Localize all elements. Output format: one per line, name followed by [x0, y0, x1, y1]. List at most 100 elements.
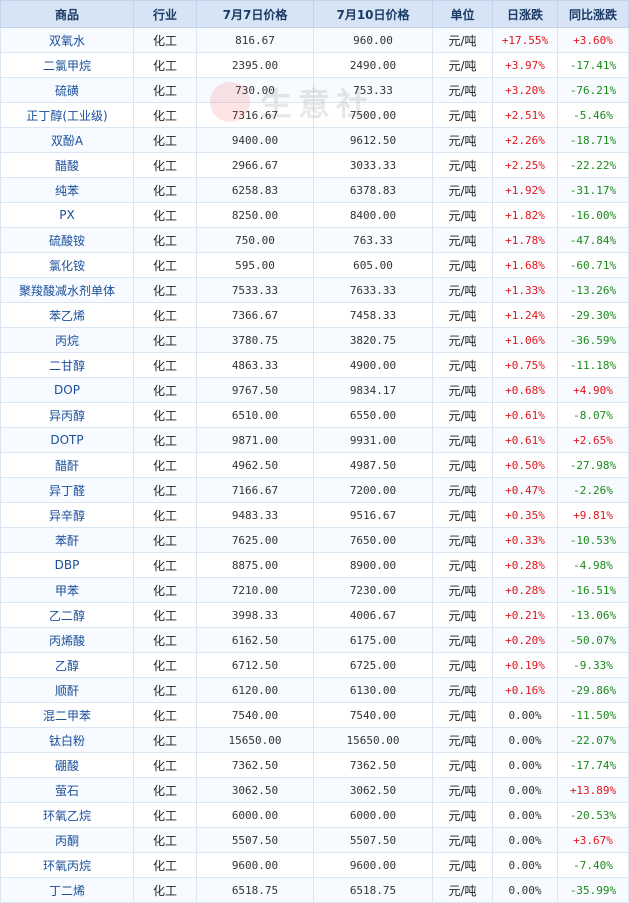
yoy-change-cell: -50.07% — [557, 627, 629, 653]
yoy-change-cell: -17.74% — [557, 752, 629, 778]
unit-cell: 元/吨 — [432, 27, 493, 53]
product-name-cell[interactable]: 乙醇 — [0, 652, 134, 678]
price-jul10-cell: 9600.00 — [313, 852, 433, 878]
price-jul7-cell: 6258.83 — [196, 177, 314, 203]
daily-change-cell: +17.55% — [492, 27, 558, 53]
daily-change-cell: 0.00% — [492, 827, 558, 853]
price-jul7-cell: 8875.00 — [196, 552, 314, 578]
table-row: 聚羧酸减水剂单体 化工 7533.33 7633.33 元/吨 +1.33% -13.26% — [0, 277, 629, 303]
yoy-change-cell: -2.26% — [557, 477, 629, 503]
product-name-cell[interactable]: 异辛醇 — [0, 502, 134, 528]
yoy-change-cell: +2.65% — [557, 427, 629, 453]
table-header: 商品 行业 7月7日价格 7月10日价格 单位 日涨跌 同比涨跌 — [0, 0, 629, 28]
product-name-cell[interactable]: 异丁醛 — [0, 477, 134, 503]
product-name-cell[interactable]: 环氧丙烷 — [0, 852, 134, 878]
product-name-cell[interactable]: 氯化铵 — [0, 252, 134, 278]
price-jul7-cell: 3062.50 — [196, 777, 314, 803]
product-name-cell[interactable]: 顺酐 — [0, 677, 134, 703]
unit-cell: 元/吨 — [432, 752, 493, 778]
yoy-change-cell: -13.26% — [557, 277, 629, 303]
unit-cell: 元/吨 — [432, 502, 493, 528]
price-jul10-cell: 15650.00 — [313, 727, 433, 753]
product-name-cell[interactable]: 苯乙烯 — [0, 302, 134, 328]
product-name-cell[interactable]: 聚羧酸减水剂单体 — [0, 277, 134, 303]
industry-cell: 化工 — [133, 127, 197, 153]
price-jul7-cell: 7625.00 — [196, 527, 314, 553]
product-name-cell[interactable]: 丙烯酸 — [0, 627, 134, 653]
yoy-change-cell: -16.00% — [557, 202, 629, 228]
header-yoy-change[interactable]: 同比涨跌 — [557, 0, 629, 28]
header-price-jul10[interactable]: 7月10日价格 — [313, 0, 433, 28]
yoy-change-cell: -9.33% — [557, 652, 629, 678]
unit-cell: 元/吨 — [432, 277, 493, 303]
unit-cell: 元/吨 — [432, 252, 493, 278]
product-name-cell[interactable]: DBP — [0, 552, 134, 578]
yoy-change-cell: -4.98% — [557, 552, 629, 578]
industry-cell: 化工 — [133, 202, 197, 228]
industry-cell: 化工 — [133, 577, 197, 603]
header-daily-change[interactable]: 日涨跌 — [492, 0, 558, 28]
price-jul10-cell: 4987.50 — [313, 452, 433, 478]
header-industry[interactable]: 行业 — [133, 0, 197, 28]
yoy-change-cell: -22.22% — [557, 152, 629, 178]
product-name-cell[interactable]: 醋酐 — [0, 452, 134, 478]
product-name-cell[interactable]: 萤石 — [0, 777, 134, 803]
product-name-cell[interactable]: 乙二醇 — [0, 602, 134, 628]
table-row: 乙二醇 化工 3998.33 4006.67 元/吨 +0.21% -13.06% — [0, 602, 629, 628]
table-row: 丙酮 化工 5507.50 5507.50 元/吨 0.00% +3.67% — [0, 827, 629, 853]
price-jul10-cell: 7540.00 — [313, 702, 433, 728]
product-name-cell[interactable]: 丙烷 — [0, 327, 134, 353]
yoy-change-cell: -17.41% — [557, 52, 629, 78]
industry-cell: 化工 — [133, 502, 197, 528]
price-jul10-cell: 2490.00 — [313, 52, 433, 78]
industry-cell: 化工 — [133, 427, 197, 453]
product-name-cell[interactable]: 异丙醇 — [0, 402, 134, 428]
unit-cell: 元/吨 — [432, 677, 493, 703]
product-name-cell[interactable]: 硫磺 — [0, 77, 134, 103]
industry-cell: 化工 — [133, 302, 197, 328]
product-name-cell[interactable]: PX — [0, 202, 134, 228]
product-name-cell[interactable]: DOTP — [0, 427, 134, 453]
price-jul10-cell: 8900.00 — [313, 552, 433, 578]
product-name-cell[interactable]: 丙酮 — [0, 827, 134, 853]
price-jul10-cell: 9931.00 — [313, 427, 433, 453]
product-name-cell[interactable]: DOP — [0, 377, 134, 403]
table-body: 双氧水 化工 816.67 960.00 元/吨 +17.55% +3.60% 二氯甲烷 化工 2… — [0, 27, 629, 903]
product-name-cell[interactable]: 纯苯 — [0, 177, 134, 203]
product-name-cell[interactable]: 正丁醇(工业级) — [0, 102, 134, 128]
industry-cell: 化工 — [133, 327, 197, 353]
price-jul10-cell: 6130.00 — [313, 677, 433, 703]
product-name-cell[interactable]: 苯酐 — [0, 527, 134, 553]
product-name-cell[interactable]: 丁二烯 — [0, 877, 134, 903]
daily-change-cell: 0.00% — [492, 727, 558, 753]
product-name-cell[interactable]: 环氧乙烷 — [0, 802, 134, 828]
yoy-change-cell: -35.99% — [557, 877, 629, 903]
industry-cell: 化工 — [133, 27, 197, 53]
yoy-change-cell: -5.46% — [557, 102, 629, 128]
product-name-cell[interactable]: 二氯甲烷 — [0, 52, 134, 78]
daily-change-cell: +3.97% — [492, 52, 558, 78]
price-jul10-cell: 7230.00 — [313, 577, 433, 603]
product-name-cell[interactable]: 二甘醇 — [0, 352, 134, 378]
product-name-cell[interactable]: 混二甲苯 — [0, 702, 134, 728]
unit-cell: 元/吨 — [432, 477, 493, 503]
product-name-cell[interactable]: 双酚A — [0, 127, 134, 153]
daily-change-cell: 0.00% — [492, 877, 558, 903]
industry-cell: 化工 — [133, 827, 197, 853]
product-name-cell[interactable]: 钛白粉 — [0, 727, 134, 753]
header-unit[interactable]: 单位 — [432, 0, 493, 28]
daily-change-cell: +0.19% — [492, 652, 558, 678]
header-product[interactable]: 商品 — [0, 0, 134, 28]
table-row: 硼酸 化工 7362.50 7362.50 元/吨 0.00% -17.74% — [0, 752, 629, 778]
header-price-jul7[interactable]: 7月7日价格 — [196, 0, 314, 28]
product-name-cell[interactable]: 醋酸 — [0, 152, 134, 178]
price-jul10-cell: 6725.00 — [313, 652, 433, 678]
product-name-cell[interactable]: 硫酸铵 — [0, 227, 134, 253]
product-name-cell[interactable]: 甲苯 — [0, 577, 134, 603]
product-name-cell[interactable]: 双氧水 — [0, 27, 134, 53]
product-name-cell[interactable]: 硼酸 — [0, 752, 134, 778]
price-jul7-cell: 9483.33 — [196, 502, 314, 528]
table-row: PX 化工 8250.00 8400.00 元/吨 +1.82% -16.00% — [0, 202, 629, 228]
yoy-change-cell: +3.60% — [557, 27, 629, 53]
